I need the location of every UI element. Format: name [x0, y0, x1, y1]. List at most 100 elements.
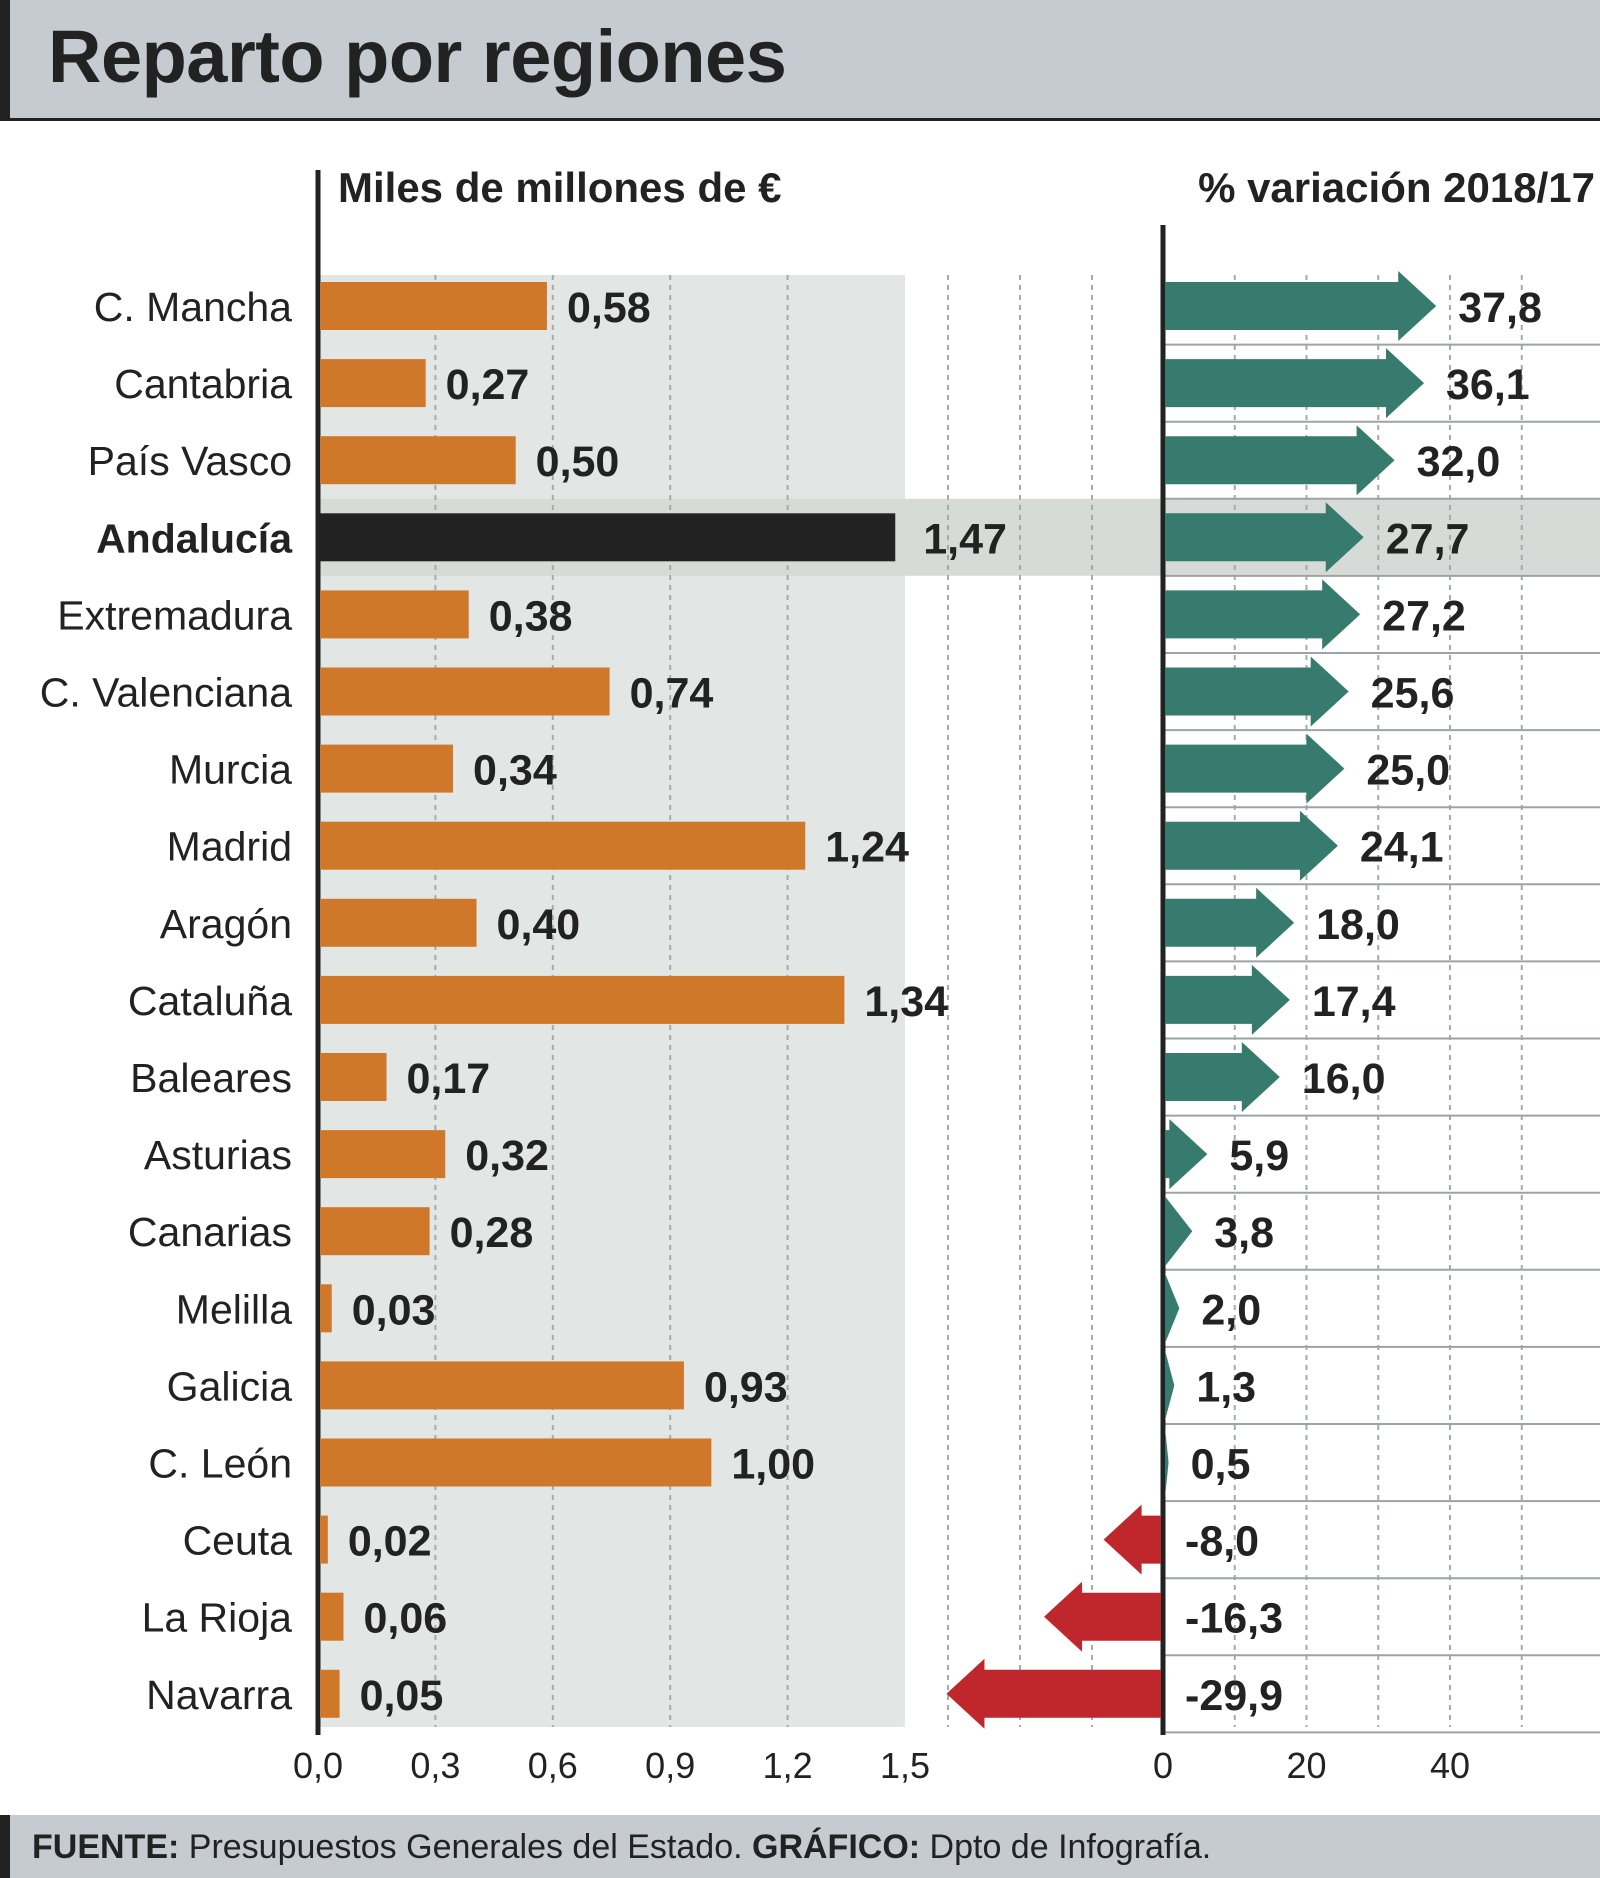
bar-la-rioja	[320, 1592, 344, 1641]
bar-pais-vasco	[320, 436, 516, 485]
bar-value-label-c-valenciana: 0,74	[630, 670, 714, 718]
header-band: Reparto por regiones	[0, 0, 1600, 121]
category-label-murcia: Murcia	[169, 747, 292, 793]
arrow-c-valenciana	[1165, 656, 1349, 727]
arrow-value-label-melilla: 2,0	[1201, 1286, 1261, 1334]
bar-value-label-madrid: 1,24	[825, 824, 909, 872]
arrow-galicia	[1165, 1350, 1175, 1421]
arrow-c-mancha	[1165, 271, 1437, 341]
bar-value-label-c-mancha: 0,58	[567, 284, 651, 332]
category-label-baleares: Baleares	[130, 1055, 292, 1101]
bar-andalucia	[320, 513, 896, 562]
arrow-value-label-la-rioja: -16,3	[1185, 1595, 1283, 1643]
arrow-value-label-c-mancha: 37,8	[1458, 284, 1542, 332]
category-label-navarra: Navarra	[146, 1672, 292, 1718]
bar-madrid	[320, 821, 806, 870]
x-tick-right: 20	[1286, 1745, 1326, 1786]
arrow-madrid	[1165, 810, 1338, 881]
bar-value-label-c-leon: 1,00	[731, 1441, 815, 1489]
bar-cantabria	[320, 359, 426, 408]
arrow-melilla	[1165, 1273, 1180, 1344]
arrow-value-label-c-leon: 0,5	[1191, 1441, 1251, 1489]
bar-value-label-navarra: 0,05	[360, 1672, 444, 1720]
arrow-andalucia	[1165, 502, 1364, 573]
left-series-title: Miles de millones de €	[338, 164, 781, 211]
arrow-cantabria	[1165, 348, 1425, 419]
arrow-value-label-asturias: 5,9	[1229, 1132, 1289, 1180]
arrow-value-label-galicia: 1,3	[1196, 1363, 1256, 1411]
category-label-extremadura: Extremadura	[57, 592, 292, 638]
arrow-value-label-murcia: 25,0	[1366, 747, 1450, 795]
footer-band: FUENTE: Presupuestos Generales del Estad…	[0, 1815, 1600, 1878]
arrow-la-rioja	[1044, 1581, 1161, 1652]
bar-asturias	[320, 1130, 446, 1179]
bar-value-label-la-rioja: 0,06	[363, 1595, 447, 1643]
category-label-ceuta: Ceuta	[183, 1518, 293, 1564]
bar-c-leon	[320, 1438, 712, 1487]
bar-value-label-pais-vasco: 0,50	[536, 438, 620, 486]
x-tick-left: 0,6	[528, 1745, 578, 1786]
arrow-c-leon	[1165, 1427, 1169, 1498]
bar-c-valenciana	[320, 667, 610, 716]
arrow-extremadura	[1165, 579, 1361, 650]
bar-value-label-canarias: 0,28	[450, 1209, 534, 1257]
arrow-value-label-c-valenciana: 25,6	[1371, 670, 1455, 718]
x-tick-left: 0,3	[410, 1745, 460, 1786]
arrow-value-label-extremadura: 27,2	[1382, 592, 1466, 640]
category-label-c-valenciana: C. Valenciana	[40, 670, 292, 716]
bar-canarias	[320, 1207, 430, 1256]
bar-ceuta	[320, 1515, 328, 1564]
footer-credits: FUENTE: Presupuestos Generales del Estad…	[32, 1828, 1211, 1867]
arrow-aragon	[1165, 887, 1295, 958]
category-label-cataluna: Cataluña	[128, 978, 292, 1024]
arrow-navarra	[946, 1658, 1161, 1729]
x-tick-left: 0,0	[293, 1745, 343, 1786]
arrow-cataluna	[1165, 964, 1290, 1035]
x-tick-right: 40	[1430, 1745, 1470, 1786]
bar-value-label-murcia: 0,34	[473, 747, 557, 795]
bar-value-label-melilla: 0,03	[352, 1286, 436, 1334]
bar-value-label-cataluna: 1,34	[864, 978, 948, 1026]
category-label-cantabria: Cantabria	[114, 361, 292, 407]
graphic-label: GRÁFICO:	[752, 1828, 921, 1866]
bar-value-label-baleares: 0,17	[407, 1055, 491, 1103]
arrow-asturias	[1165, 1119, 1208, 1190]
x-tick-left: 0,9	[645, 1745, 695, 1786]
arrow-pais-vasco	[1165, 425, 1395, 496]
category-label-galicia: Galicia	[167, 1363, 293, 1409]
category-label-aragon: Aragón	[160, 901, 292, 947]
bar-murcia	[320, 744, 454, 793]
bar-extremadura	[320, 590, 469, 639]
bar-value-label-andalucia: 1,47	[923, 515, 1007, 563]
bar-aragon	[320, 898, 477, 947]
bar-value-label-asturias: 0,32	[465, 1132, 549, 1180]
arrow-baleares	[1165, 1042, 1280, 1112]
arrow-value-label-pais-vasco: 32,0	[1417, 438, 1501, 486]
arrow-canarias	[1165, 1196, 1193, 1267]
right-series-title: % variación 2018/17	[1198, 164, 1595, 211]
header-accent	[0, 0, 10, 118]
footer-accent	[0, 1815, 10, 1878]
arrow-ceuta	[1103, 1504, 1161, 1575]
bar-c-mancha	[320, 282, 547, 330]
category-label-c-leon: C. León	[148, 1441, 292, 1487]
x-tick-right: 0	[1153, 1745, 1173, 1786]
arrow-value-label-andalucia: 27,7	[1386, 515, 1470, 563]
category-label-asturias: Asturias	[144, 1132, 292, 1178]
bar-value-label-galicia: 0,93	[704, 1363, 788, 1411]
bar-cataluna	[320, 975, 845, 1024]
bar-value-label-ceuta: 0,02	[348, 1518, 432, 1566]
source-text: Presupuestos Generales del Estado.	[179, 1828, 752, 1866]
source-label: FUENTE:	[32, 1828, 180, 1866]
x-tick-left: 1,5	[880, 1745, 930, 1786]
graphic-text: Dpto de Infografía.	[920, 1828, 1212, 1866]
bar-value-label-aragon: 0,40	[497, 901, 581, 949]
category-label-melilla: Melilla	[176, 1286, 292, 1332]
category-label-canarias: Canarias	[128, 1209, 292, 1255]
category-label-la-rioja: La Rioja	[142, 1595, 293, 1641]
bar-value-label-extremadura: 0,38	[489, 592, 573, 640]
bar-melilla	[320, 1284, 332, 1333]
bar-value-label-cantabria: 0,27	[446, 361, 530, 409]
bar-navarra	[320, 1669, 340, 1718]
bar-baleares	[320, 1053, 387, 1101]
